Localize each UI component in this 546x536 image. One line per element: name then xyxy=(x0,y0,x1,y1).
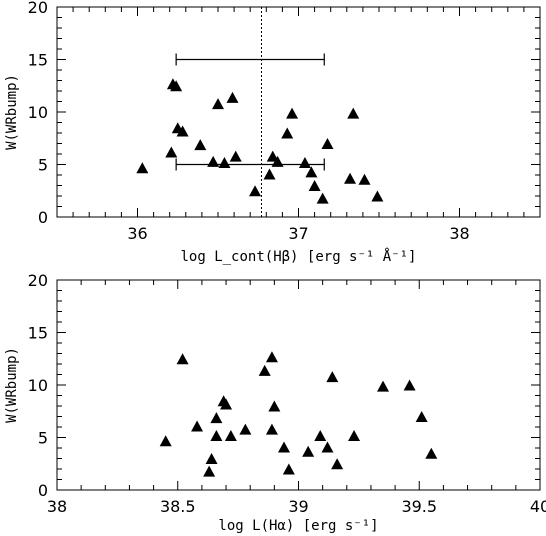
x-axis-label: log L(Hα) [erg s⁻¹] xyxy=(218,518,378,534)
top-panel: 36 37 38 0 5 10 15 20 log L_cont(Hβ) [erg s⁻¹ Å⁻… xyxy=(4,0,541,265)
bottom-panel: 38 38.5 39 39.5 40 0 5 10 15 20 log L(Hα) [erg s⁻¹… xyxy=(4,271,546,534)
data-point-marker xyxy=(203,465,216,477)
data-point-marker xyxy=(263,168,276,180)
data-point-marker xyxy=(136,162,149,174)
x-tick-label: 38 xyxy=(449,224,469,243)
data-point-marker xyxy=(229,150,242,162)
data-point-marker xyxy=(226,91,239,103)
data-point-marker xyxy=(220,398,233,410)
data-point-marker xyxy=(176,353,189,365)
data-point-marker xyxy=(358,173,371,185)
plot-frame xyxy=(56,6,541,218)
y-tick-label: 10 xyxy=(28,376,48,395)
data-point-marker xyxy=(265,423,278,435)
data-point-marker xyxy=(207,155,220,167)
x-tick-label: 39.5 xyxy=(401,497,437,516)
data-point-marker xyxy=(321,441,334,453)
data-point-marker xyxy=(403,379,416,391)
data-point-marker xyxy=(191,420,204,432)
plot-frame xyxy=(56,279,541,491)
data-point-marker xyxy=(377,380,390,392)
data-point-marker xyxy=(170,80,183,92)
data-point-marker xyxy=(425,447,438,459)
x-tick-label: 39 xyxy=(288,497,308,516)
data-point-marker xyxy=(239,423,252,435)
x-tick-label: 36 xyxy=(127,224,147,243)
data-point-marker xyxy=(281,127,294,139)
data-point-marker xyxy=(415,411,428,423)
y-axis-label: W(WRbump) xyxy=(4,74,20,150)
data-point-marker xyxy=(268,400,281,412)
data-point-marker xyxy=(331,458,344,470)
y-tick-label: 15 xyxy=(28,324,48,343)
y-axis-label: W(WRbump) xyxy=(4,347,20,423)
data-point-marker xyxy=(321,138,334,150)
data-point-marker xyxy=(347,107,360,119)
y-tick-label: 5 xyxy=(38,429,48,448)
data-point-marker xyxy=(212,98,224,110)
data-point-marker xyxy=(344,172,357,184)
data-point-marker xyxy=(218,156,231,168)
data-point-marker xyxy=(314,429,327,441)
data-point-marker xyxy=(210,429,223,441)
data-point-marker xyxy=(348,429,361,441)
y-tick-label: 20 xyxy=(28,271,48,290)
data-point-marker xyxy=(176,125,189,137)
data-point-marker xyxy=(165,146,178,158)
data-point-marker xyxy=(224,429,237,441)
data-point-marker xyxy=(308,180,321,192)
data-point-marker xyxy=(371,190,384,202)
data-point-marker xyxy=(265,351,278,363)
y-tick-label: 5 xyxy=(38,156,48,175)
data-point-marker xyxy=(278,441,291,453)
data-point-marker xyxy=(205,453,218,465)
x-tick-label: 40 xyxy=(530,497,546,516)
data-point-marker xyxy=(159,435,172,447)
error-bar xyxy=(175,158,325,171)
data-point-marker xyxy=(249,185,262,197)
data-point-marker xyxy=(302,445,315,457)
data-point-marker xyxy=(286,107,299,119)
data-point-marker xyxy=(271,155,284,167)
data-point-marker xyxy=(305,166,318,178)
data-point-marker xyxy=(210,412,223,424)
data-point-marker xyxy=(326,371,339,383)
data-point-marker xyxy=(316,192,329,204)
y-tick-label: 0 xyxy=(38,481,48,500)
y-tick-label: 15 xyxy=(28,51,48,70)
x-tick-label: 38 xyxy=(47,497,67,516)
data-point-marker xyxy=(194,139,207,151)
data-point-marker xyxy=(298,156,311,168)
x-tick-label: 37 xyxy=(288,224,308,243)
x-tick-label: 38.5 xyxy=(160,497,196,516)
error-bar xyxy=(175,53,325,66)
y-tick-label: 20 xyxy=(28,0,48,17)
y-tick-label: 0 xyxy=(38,208,48,227)
x-axis-label: log L_cont(Hβ) [erg s⁻¹ Å⁻¹] xyxy=(180,248,416,265)
y-tick-label: 10 xyxy=(28,103,48,122)
data-point-marker xyxy=(266,150,279,162)
data-point-marker xyxy=(282,463,295,475)
data-point-marker xyxy=(258,364,271,376)
